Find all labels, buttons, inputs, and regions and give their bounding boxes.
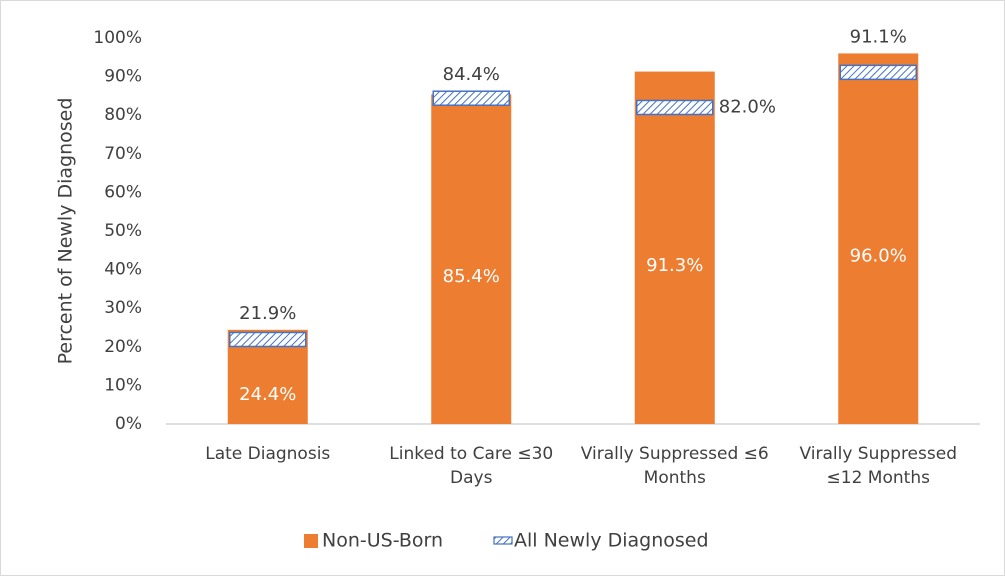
y-tick-label: 80% [104,105,142,125]
bar [431,94,512,424]
y-tick-label: 50% [104,221,142,241]
y-axis-title: Percent of Newly Diagnosed [55,98,77,365]
bar [838,53,919,424]
y-tick-label: 30% [104,298,142,318]
legend-swatch [493,536,513,545]
bar-value-label: 85.4% [443,266,500,287]
marker [229,331,307,348]
marker [839,64,917,81]
y-tick-label: 40% [104,260,142,280]
legend-label: All Newly Diagnosed [514,530,709,552]
bar [634,71,715,424]
x-tick-label: Late Diagnosis [205,444,331,464]
y-tick-label: 100% [93,28,142,48]
y-tick-label: 20% [104,337,142,357]
x-tick-label: Linked to Care ≤30 Days [389,444,554,488]
bar-value-label: 24.4% [239,384,296,405]
bar-value-label: 91.3% [646,255,703,276]
x-tick-label: Virally Suppressed ≤6 Months [580,444,769,488]
y-tick-label: 90% [104,67,142,87]
marker-value-label: 21.9% [239,303,296,324]
legend-swatch [304,534,318,548]
marker-value-label: 82.0% [719,96,776,117]
y-tick-label: 0% [115,414,142,434]
y-tick-label: 70% [104,144,142,164]
marker-value-label: 84.4% [443,64,500,85]
marker-value-label: 91.1% [850,26,907,47]
x-tick-label: Virally Suppressed ≤12 Months [799,444,957,488]
legend-label: Non-US-Born [322,530,443,552]
marker [636,99,714,116]
y-tick-label: 10% [104,375,142,395]
y-tick-label: 60% [104,182,142,202]
marker [432,90,510,106]
bar-value-label: 96.0% [850,246,907,267]
